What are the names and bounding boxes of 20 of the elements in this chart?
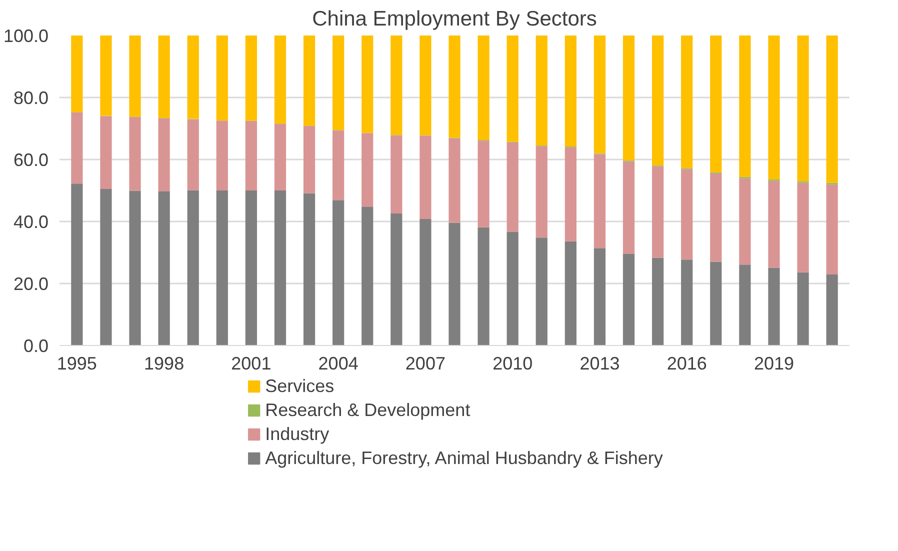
y-tick-label: 100.0 [3,26,49,46]
x-tick-label: 2004 [318,354,358,374]
chart-title: China Employment By Sectors [312,8,597,30]
legend-label: Services [265,374,334,398]
x-tick-label: 2010 [492,354,533,374]
x-tick-label: 2016 [666,354,707,374]
y-tick-label: 80.0 [13,88,49,108]
legend-label: Industry [265,422,330,446]
y-tick-label: 20.0 [13,274,49,294]
x-tick-label: 1998 [144,354,184,374]
legend-label: Research & Development [265,398,470,422]
y-tick-label: 60.0 [13,150,49,170]
legend-label: Agriculture, Forestry, Animal Husbandry & Fishery [265,446,663,470]
y-tick-label: 40.0 [13,212,49,232]
x-tick-label: 1995 [56,354,97,374]
x-tick-label: 2001 [231,354,272,374]
x-tick-label: 2007 [405,354,446,374]
y-tick-label: 0.0 [23,336,49,356]
x-tick-label: 2019 [754,354,794,374]
x-tick-label: 2013 [580,354,620,374]
